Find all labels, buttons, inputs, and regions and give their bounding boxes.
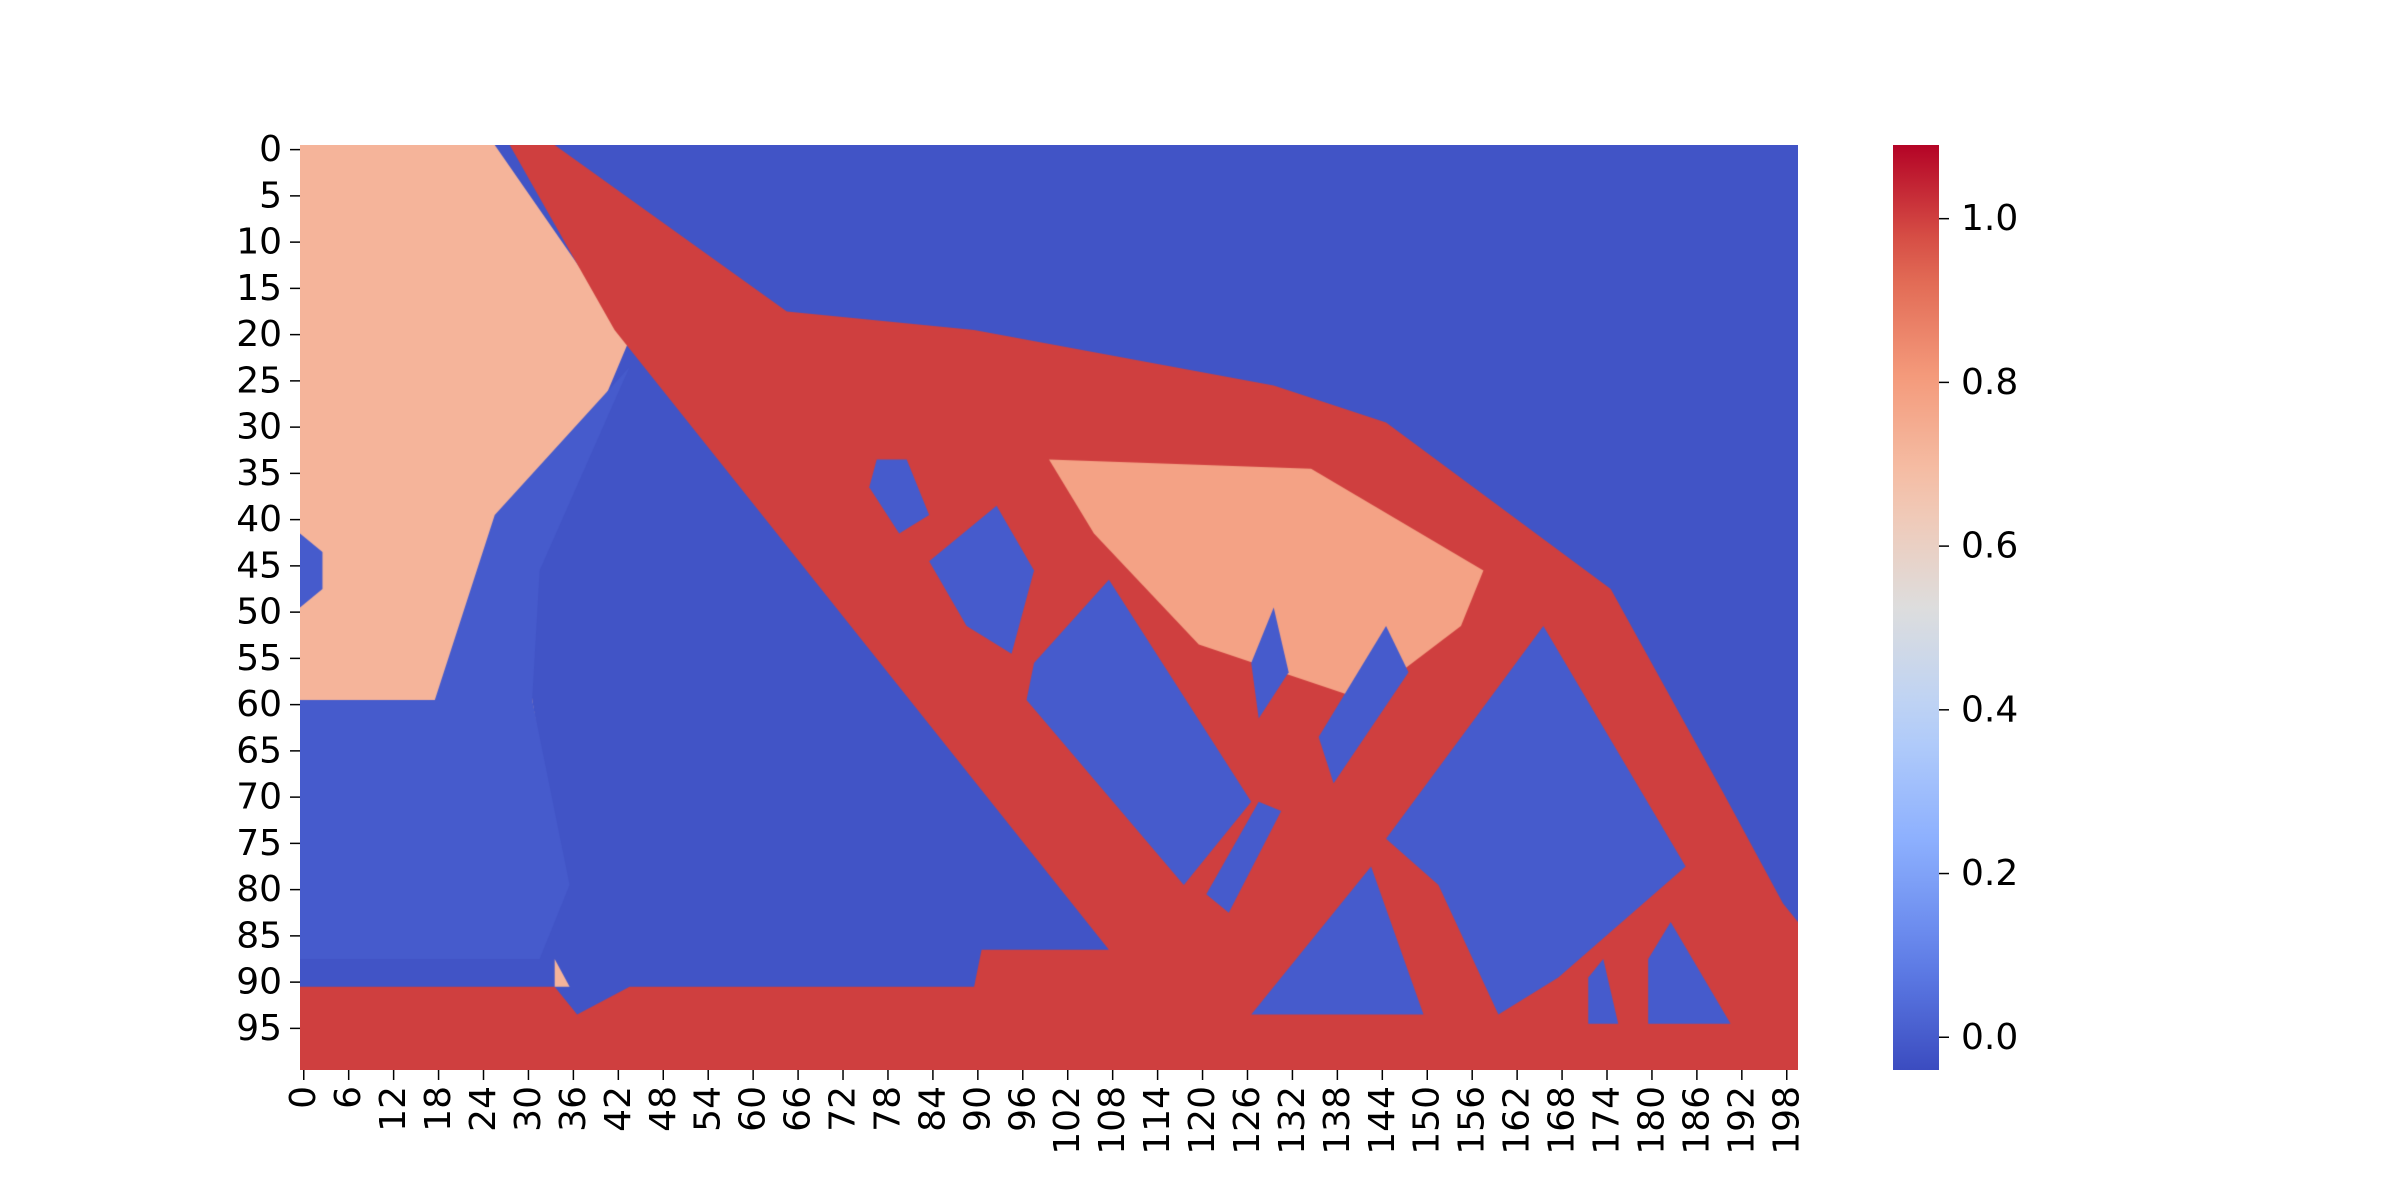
x-tick-label: 102 xyxy=(1047,1086,1088,1155)
heatmap-area xyxy=(300,145,1798,1070)
y-tick-label: 40 xyxy=(236,499,282,540)
x-tick-label: 30 xyxy=(508,1086,549,1132)
x-tick-label: 150 xyxy=(1407,1086,1448,1155)
x-tick-label: 192 xyxy=(1721,1086,1762,1155)
y-tick-label: 75 xyxy=(236,823,282,864)
y-tick-label: 0 xyxy=(259,129,282,170)
y-axis: 0 5 10 15 20 25 30 35 40 45 50 55 60 65 70 75 80 85 90 95 xyxy=(236,129,300,1049)
y-tick-label: 85 xyxy=(236,915,282,956)
colorbar-gradient xyxy=(1893,145,1939,1070)
x-tick-label: 138 xyxy=(1317,1086,1358,1155)
y-tick-label: 60 xyxy=(236,684,282,725)
x-tick-label: 18 xyxy=(418,1086,459,1132)
x-tick-label: 12 xyxy=(373,1086,414,1132)
x-tick-label: 186 xyxy=(1676,1086,1717,1155)
x-tick-label: 198 xyxy=(1766,1086,1807,1155)
x-tick-label: 36 xyxy=(553,1086,594,1132)
colorbar-tick-label: 0.2 xyxy=(1961,853,2018,894)
x-tick-label: 114 xyxy=(1137,1086,1178,1155)
x-tick-label: 66 xyxy=(778,1086,819,1132)
colorbar-tick-label: 0.8 xyxy=(1961,362,2018,403)
colorbar-tick-label: 1.0 xyxy=(1961,198,2018,239)
x-tick-label: 162 xyxy=(1497,1086,1538,1155)
y-tick-label: 25 xyxy=(236,360,282,401)
x-tick-label: 84 xyxy=(912,1086,953,1132)
x-tick-label: 132 xyxy=(1272,1086,1313,1155)
y-tick-label: 30 xyxy=(236,407,282,448)
colorbar-tick-label: 0.6 xyxy=(1961,526,2018,567)
x-tick-label: 54 xyxy=(688,1086,729,1132)
y-tick-label: 95 xyxy=(236,1008,282,1049)
x-tick-label: 144 xyxy=(1362,1086,1403,1155)
y-tick-label: 20 xyxy=(236,314,282,355)
x-tick-label: 48 xyxy=(643,1086,684,1132)
x-tick-label: 0 xyxy=(283,1086,324,1109)
heatmap-canvas xyxy=(300,145,1798,1070)
y-tick-label: 15 xyxy=(236,268,282,309)
y-tick-label: 90 xyxy=(236,962,282,1003)
x-tick-label: 24 xyxy=(463,1086,504,1132)
x-tick-label: 72 xyxy=(823,1086,864,1132)
x-tick-label: 42 xyxy=(598,1086,639,1132)
x-tick-label: 78 xyxy=(867,1086,908,1132)
y-tick-label: 5 xyxy=(259,175,282,216)
x-tick-label: 126 xyxy=(1227,1086,1268,1155)
colorbar-ticks: 0.0 0.2 0.4 0.6 0.8 1.0 xyxy=(1939,198,2018,1058)
x-tick-label: 108 xyxy=(1092,1086,1133,1155)
y-tick-label: 35 xyxy=(236,453,282,494)
x-tick-label: 6 xyxy=(328,1086,369,1109)
y-tick-label: 55 xyxy=(236,638,282,679)
y-tick-label: 50 xyxy=(236,592,282,633)
y-tick-label: 65 xyxy=(236,730,282,771)
colorbar-tick-label: 0.4 xyxy=(1961,689,2018,730)
y-tick-label: 10 xyxy=(236,222,282,263)
colorbar: 0.0 0.2 0.4 0.6 0.8 1.0 xyxy=(1893,145,2018,1070)
x-axis: 0 6 12 18 24 30 36 42 48 54 60 66 72 78 84 90 96 102 108 11… xyxy=(283,1070,1807,1155)
x-tick-label: 96 xyxy=(1002,1086,1043,1132)
x-tick-label: 60 xyxy=(733,1086,774,1132)
x-tick-label: 180 xyxy=(1631,1086,1672,1155)
x-tick-label: 120 xyxy=(1182,1086,1223,1155)
colorbar-tick-label: 0.0 xyxy=(1961,1017,2018,1058)
x-tick-label: 174 xyxy=(1587,1086,1628,1155)
x-tick-label: 90 xyxy=(957,1086,998,1132)
y-tick-label: 70 xyxy=(236,777,282,818)
x-tick-label: 156 xyxy=(1452,1086,1493,1155)
y-tick-label: 45 xyxy=(236,545,282,586)
y-tick-label: 80 xyxy=(236,869,282,910)
x-tick-label: 168 xyxy=(1542,1086,1583,1155)
